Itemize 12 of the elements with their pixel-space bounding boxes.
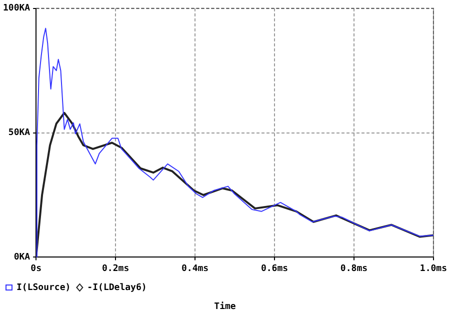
x-tick-label: 0.8ms (340, 264, 368, 274)
y-tick-label: 0KA (14, 252, 31, 263)
x-tick-label: 0.2ms (102, 264, 130, 274)
x-tick-label: 0s (30, 264, 42, 274)
y-tick-label: 100KA (3, 4, 31, 14)
y-tick-label: 50KA (8, 128, 31, 138)
legend-label: -I(LDelay6) (87, 282, 147, 293)
x-tick-label: 0.6ms (260, 264, 288, 274)
x-tick-label: 1.0ms (420, 264, 447, 274)
legend-label: I(LSource) (16, 282, 71, 293)
x-tick-label: 0.4ms (181, 264, 209, 274)
x-axis-title: Time (213, 302, 237, 312)
